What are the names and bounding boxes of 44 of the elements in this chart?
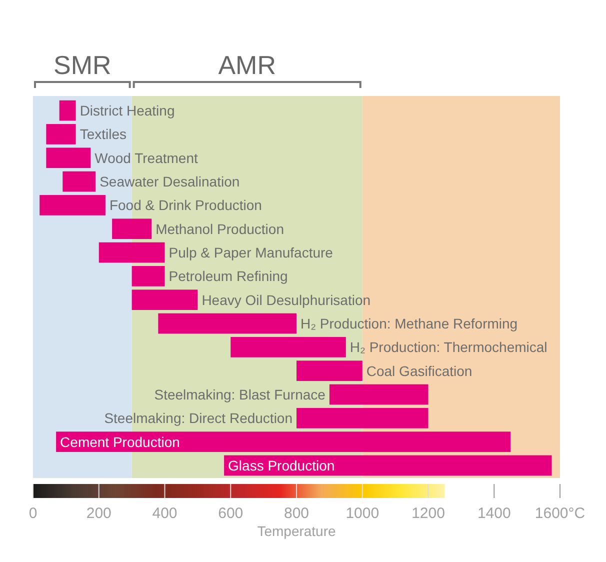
x-tick-label: 1600°C — [534, 505, 586, 522]
x-tick-label: 600 — [218, 505, 244, 522]
y-tick-label: Pulp & Paper Manufacture — [168, 244, 334, 261]
x-axis-title: Temperature — [257, 523, 336, 539]
y-tick-label: H₂ Production: Thermochemical — [350, 339, 548, 356]
y-tick-label: Coal Gasification — [366, 362, 472, 379]
bar — [46, 148, 91, 168]
bar — [46, 124, 76, 144]
x-tick-label: 200 — [86, 505, 112, 522]
bar — [59, 100, 76, 121]
band-label: AMR — [218, 50, 276, 80]
y-tick-label: Wood Treatment — [94, 150, 198, 166]
x-tick-label: 400 — [152, 505, 178, 522]
y-tick-label: Methanol Production — [156, 220, 284, 237]
y-tick-label: Heavy Oil Desulphurisation — [202, 292, 371, 308]
bar — [329, 384, 428, 405]
bar — [62, 171, 96, 192]
band-label: SMR — [54, 50, 112, 80]
x-tick-label: 1200 — [412, 505, 445, 522]
y-tick-label: Petroleum Refining — [168, 268, 288, 284]
x-tick-label: 1000 — [346, 505, 380, 522]
x-tick-label: 0 — [28, 505, 38, 522]
y-tick-label: Steelmaking: Blast Furnace — [154, 386, 326, 402]
bar — [296, 360, 362, 381]
bar — [132, 266, 165, 286]
y-tick-label: Steelmaking: Direct Reduction — [104, 410, 292, 426]
bar — [158, 313, 296, 334]
bar — [40, 195, 106, 216]
y-tick-label: Seawater Desalination — [100, 174, 240, 190]
y-tick-label: H₂ Production: Methane Reforming — [300, 315, 518, 332]
bar — [98, 242, 165, 263]
y-tick-label: District Heating — [80, 102, 175, 119]
x-tick-label: 1400 — [477, 505, 511, 522]
bar — [56, 432, 511, 452]
bar — [296, 408, 428, 428]
y-tick-label: Cement Production — [60, 434, 180, 450]
y-tick-label: Textiles — [80, 126, 127, 142]
bar — [224, 455, 552, 476]
bar — [112, 218, 152, 240]
y-tick-label: Food & Drink Production — [109, 197, 262, 214]
bar — [132, 290, 198, 310]
bar — [230, 336, 346, 358]
x-tick-label: 800 — [284, 505, 310, 522]
y-tick-label: Glass Production — [228, 457, 335, 474]
